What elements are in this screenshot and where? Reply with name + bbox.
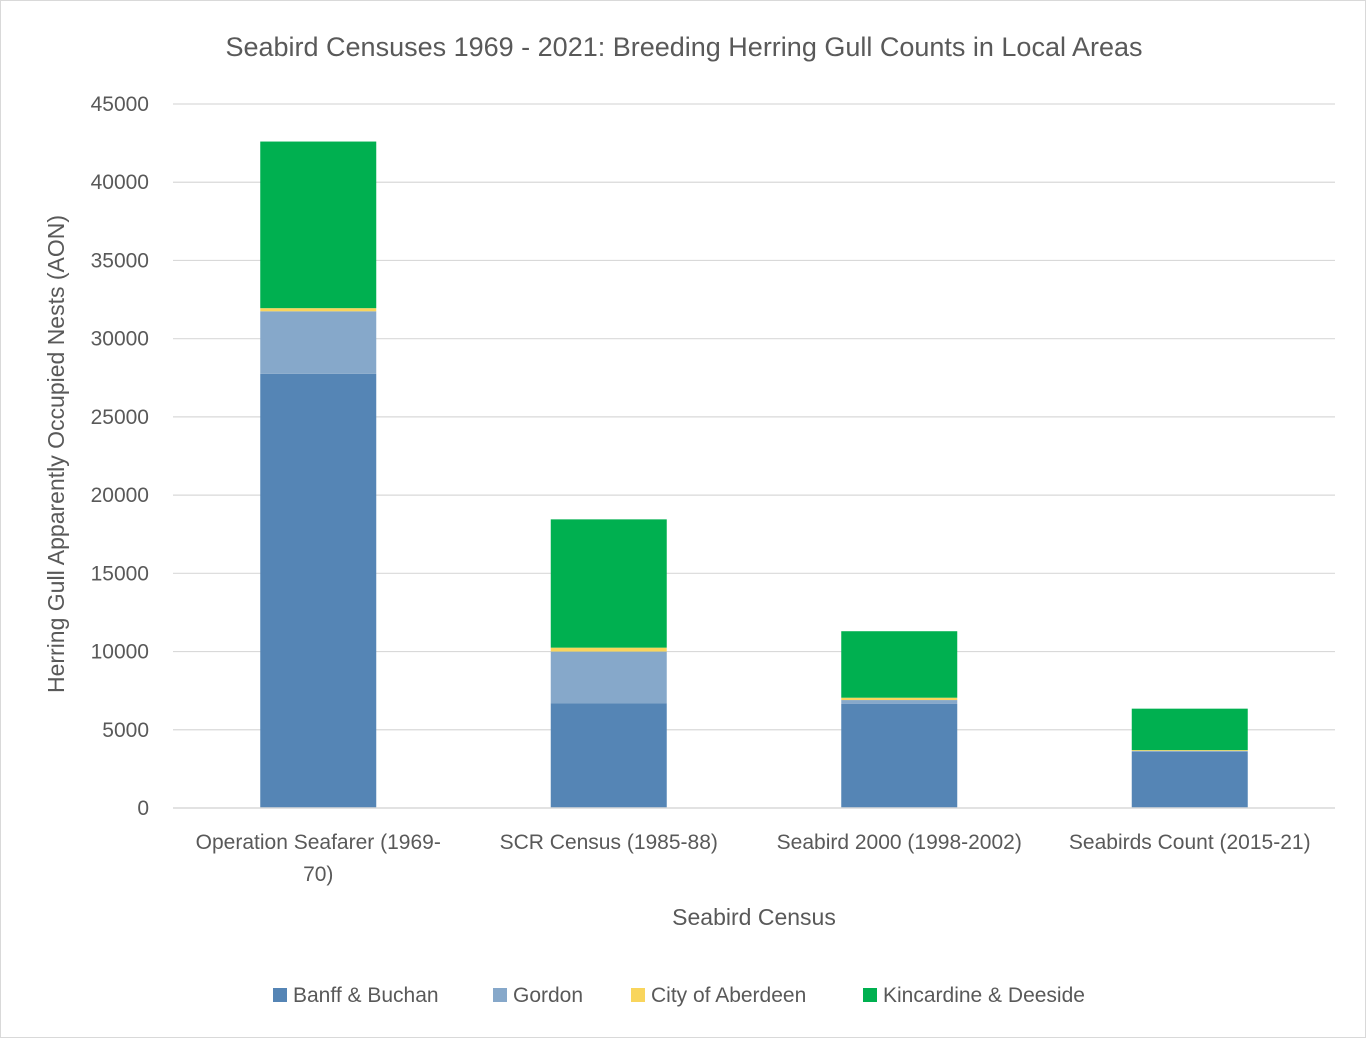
legend-label: Kincardine & Deeside <box>883 984 1085 1007</box>
bars <box>260 141 1248 808</box>
y-tick-label: 35000 <box>91 249 149 272</box>
bar-segment <box>1131 751 1248 808</box>
x-tick-label: Operation Seafarer (1969- <box>196 831 441 854</box>
x-tick-label: Seabirds Count (2015-21) <box>1069 831 1311 854</box>
bar-segment <box>550 703 667 808</box>
bar-segment <box>1131 750 1248 752</box>
legend-label: City of Aberdeen <box>651 984 806 1007</box>
x-tick-label: Seabird 2000 (1998-2002) <box>777 831 1022 854</box>
bar-segment <box>550 651 667 704</box>
bar-segment <box>550 647 667 652</box>
y-tick-label: 25000 <box>91 406 149 429</box>
legend-swatch <box>863 988 877 1002</box>
legend-label: Gordon <box>513 984 583 1007</box>
legend-swatch <box>273 988 287 1002</box>
legend-swatch <box>631 988 645 1002</box>
bar-segment <box>1131 750 1248 751</box>
chart-title: Seabird Censuses 1969 - 2021: Breeding H… <box>225 32 1142 62</box>
y-tick-label: 15000 <box>91 562 149 585</box>
y-tick-label: 20000 <box>91 484 149 507</box>
x-tick-label: 70) <box>303 863 333 886</box>
legend: Banff & Buchan Gordon City of Aberdeen Kinc… <box>273 984 1085 1007</box>
y-tick-label: 45000 <box>91 93 149 116</box>
legend-label: Banff & Buchan <box>293 984 439 1007</box>
y-tick-label: 5000 <box>102 719 149 742</box>
y-tick-label: 10000 <box>91 641 149 664</box>
bar-segment <box>841 700 958 704</box>
legend-swatch <box>493 988 507 1002</box>
x-tick-label: SCR Census (1985-88) <box>500 831 718 854</box>
bar-segment <box>550 519 667 648</box>
y-tick-label: 0 <box>137 797 149 820</box>
bar-segment <box>841 631 958 698</box>
x-axis-title: Seabird Census <box>672 904 836 930</box>
y-axis-title: Herring Gull Apparently Occupied Nests (… <box>43 215 69 693</box>
bar-segment <box>841 703 958 808</box>
y-tick-label: 30000 <box>91 328 149 351</box>
y-axis-tick-labels: 0 5000 10000 15000 20000 25000 30000 35000 40000… <box>91 93 149 820</box>
x-axis-tick-labels: Operation Seafarer (1969- 70) SCR Census (… <box>196 831 1311 886</box>
bar-segment <box>260 141 377 309</box>
bar-segment <box>260 308 377 312</box>
bar-segment <box>1131 708 1248 751</box>
y-tick-label: 40000 <box>91 171 149 194</box>
bar-segment <box>841 697 958 701</box>
bar-segment <box>260 311 377 374</box>
bar-segment <box>260 373 377 808</box>
